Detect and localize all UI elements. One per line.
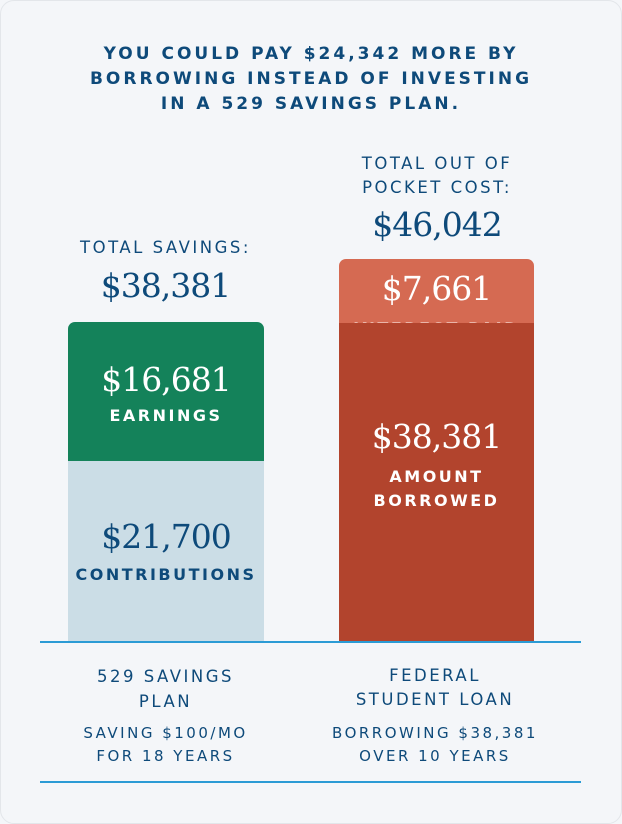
category-label-loan-line-2: STUDENT LOAN — [355, 690, 515, 709]
savings-detail-line-1: SAVING $100/MO — [83, 724, 248, 742]
bar-segment-earnings: $16,681 EARNINGS — [68, 322, 264, 461]
headline-line-1: YOU COULD PAY $24,342 MORE BY — [103, 44, 519, 64]
category-label-529: 529 SAVINGS PLAN — [44, 664, 287, 714]
bottom-rule — [40, 781, 581, 783]
loan-total-label-line-2: POCKET COST: — [362, 178, 512, 197]
headline-line-3: IN A 529 SAVINGS PLAN. — [160, 94, 462, 114]
loan-detail-line-1: BORROWING $38,381 — [332, 724, 538, 742]
loan-detail-line-2: OVER 10 YEARS — [359, 747, 511, 765]
bar-segment-contributions: $21,700 CONTRIBUTIONS — [68, 461, 264, 642]
savings-total-label: TOTAL SAVINGS: — [80, 238, 251, 257]
bar-segment-amount-borrowed: $38,381 AMOUNT BORROWED — [339, 323, 534, 642]
category-label-loan-line-1: FEDERAL — [389, 666, 481, 685]
bar-segment-interest-paid: $7,661 INTEREST PAID — [339, 259, 534, 338]
contributions-label: CONTRIBUTIONS — [75, 565, 257, 584]
loan-total-label-line-1: TOTAL OUT OF — [361, 154, 513, 173]
savings-detail-line-2: FOR 18 YEARS — [96, 747, 235, 765]
loan-total-value: $46,042 — [372, 205, 502, 244]
savings-total-value: $38,381 — [100, 266, 231, 305]
amount-borrowed-label-line-2: BORROWED — [373, 491, 500, 510]
amount-borrowed-label-line-1: AMOUNT — [389, 467, 484, 486]
earnings-value: $16,681 — [101, 360, 231, 399]
category-529-text: 529 SAVINGS PLAN — [96, 667, 234, 711]
earnings-label: EARNINGS — [109, 406, 223, 425]
amount-borrowed-value: $38,381 — [371, 417, 502, 456]
contributions-value: $21,700 — [101, 517, 231, 556]
headline: YOU COULD PAY $24,342 MORE BY BORROWING … — [0, 42, 622, 117]
interest-paid-value: $7,661 — [381, 269, 492, 308]
baseline-rule — [40, 641, 581, 643]
headline-line-2: BORROWING INSTEAD OF INVESTING — [89, 69, 533, 89]
